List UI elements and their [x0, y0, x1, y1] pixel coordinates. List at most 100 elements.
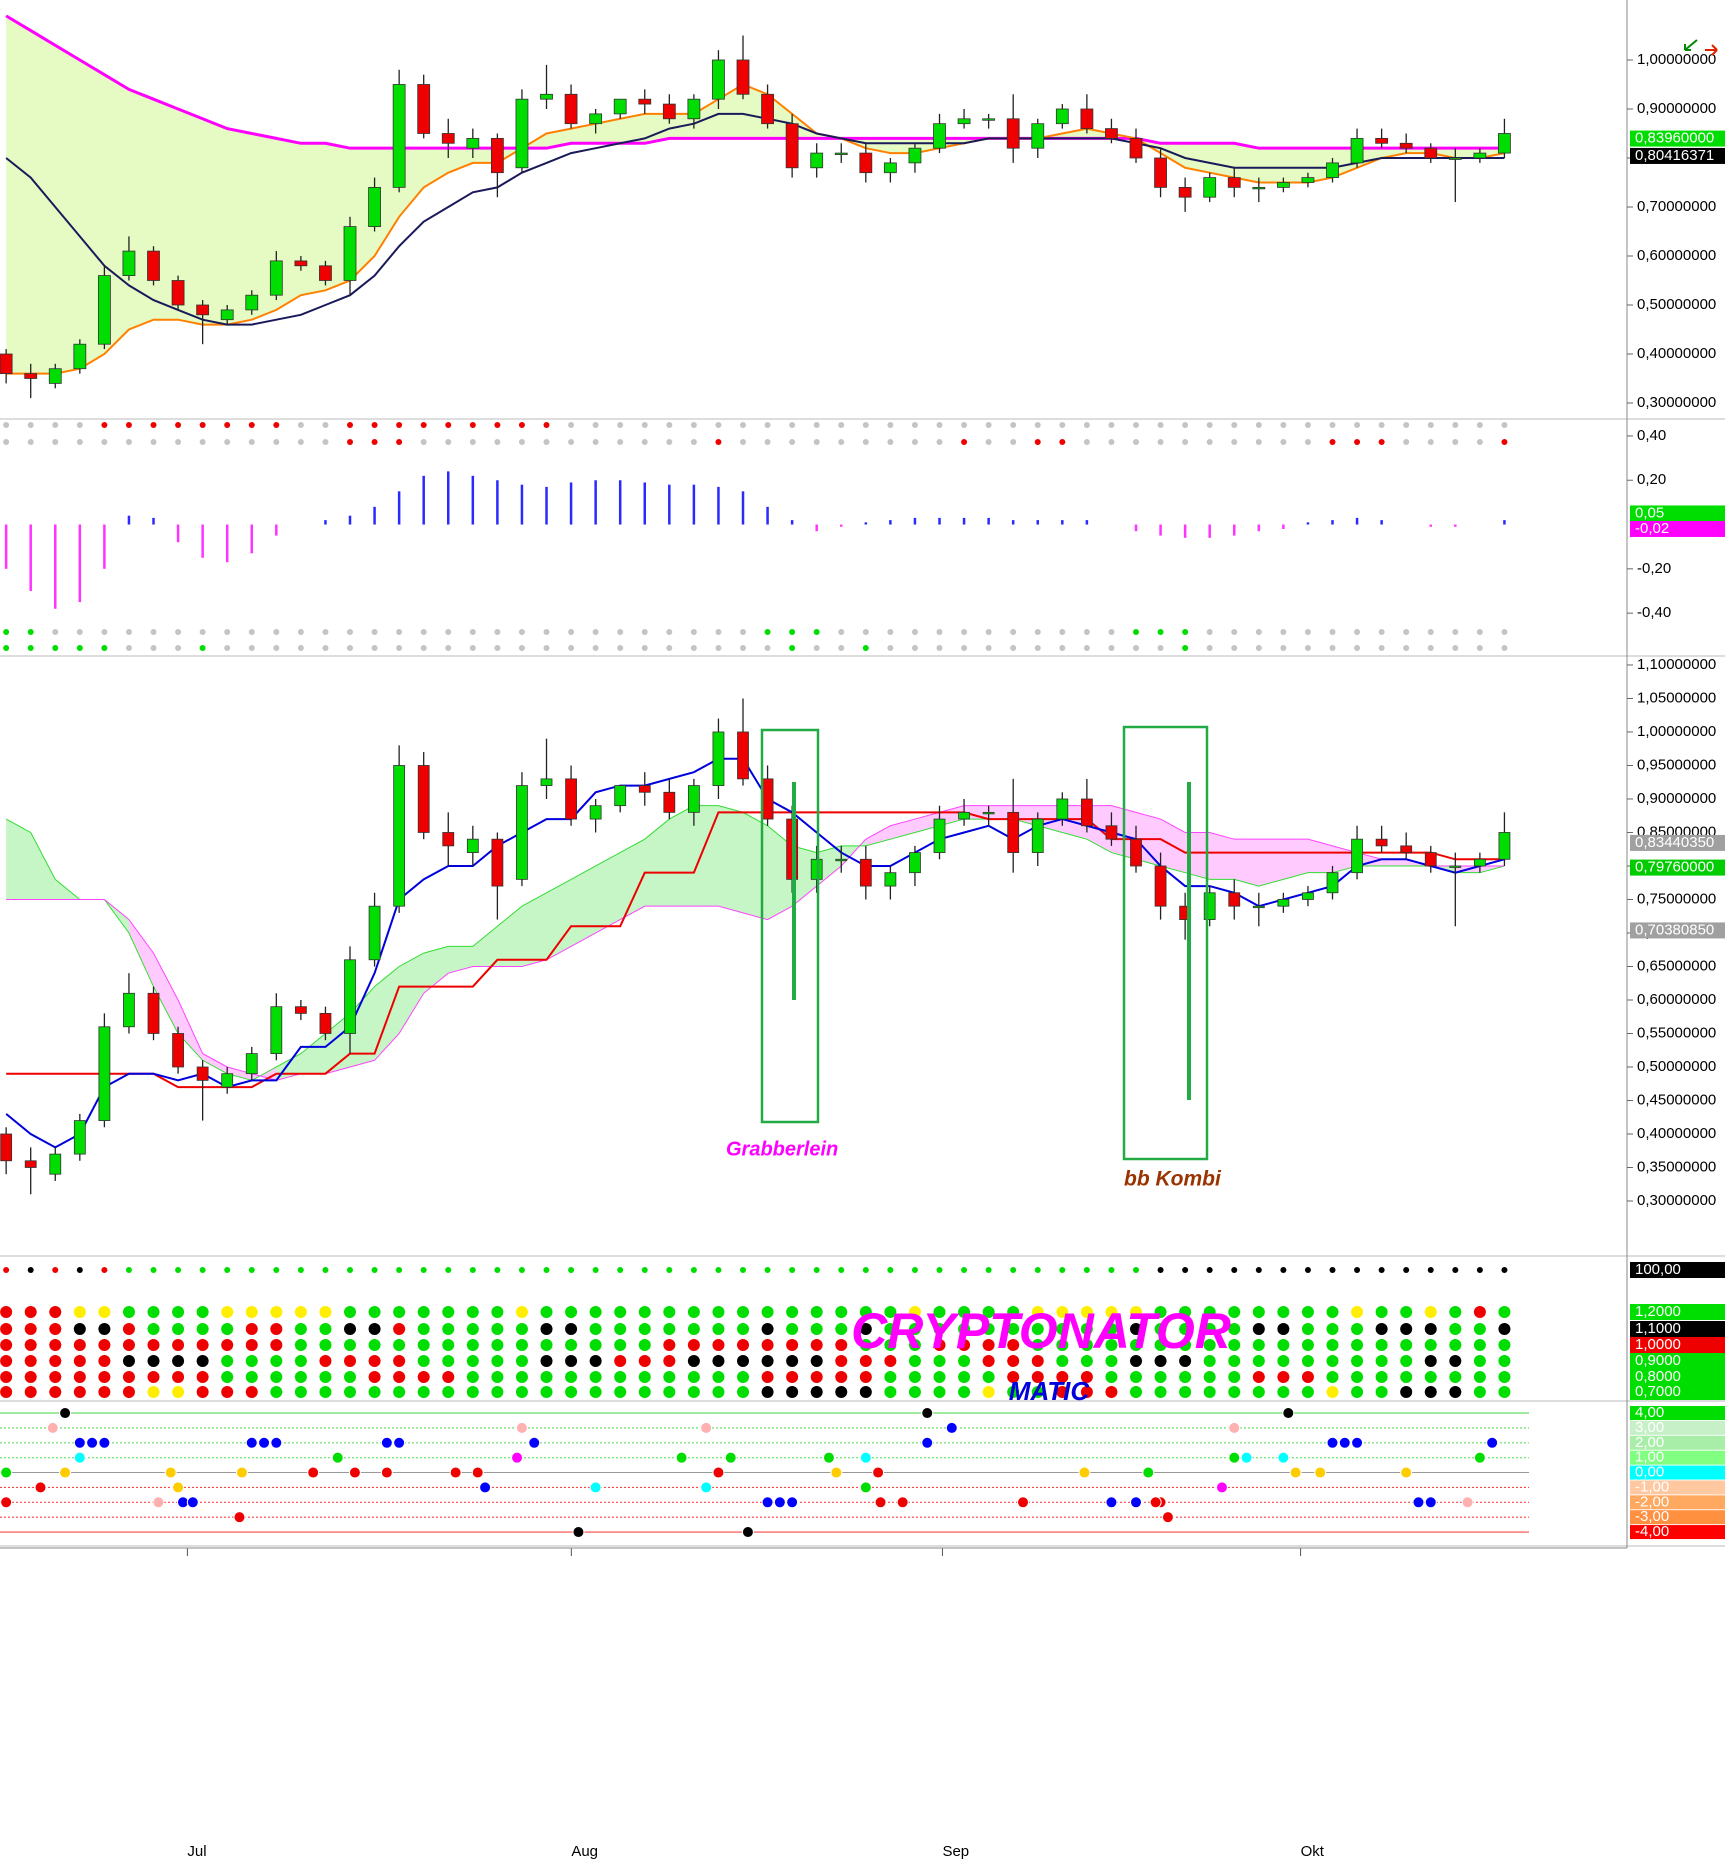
candle-body	[1424, 147, 1438, 159]
state-dot	[24, 1386, 37, 1398]
candle-body	[1399, 142, 1413, 149]
state-dot	[764, 439, 771, 445]
state-dot	[147, 1386, 160, 1398]
y-tick-label: 0,30000000	[1637, 1192, 1716, 1209]
state-dot	[1304, 629, 1311, 635]
candle-body	[737, 731, 749, 780]
candle-body	[442, 832, 455, 847]
y-tick-label: 0,30000000	[1637, 394, 1716, 411]
state-dot	[617, 439, 624, 445]
state-dot	[887, 629, 894, 635]
state-dot	[737, 1371, 750, 1383]
state-dot	[884, 1371, 897, 1383]
state-dot	[614, 1323, 627, 1335]
candle-body	[1424, 852, 1437, 867]
scatter-point	[1105, 1496, 1118, 1509]
state-dot	[1351, 1355, 1364, 1367]
state-dot	[1452, 645, 1459, 651]
y-tick-label: 0,8000	[1635, 1368, 1681, 1385]
cloud-segment	[178, 999, 203, 1061]
state-dot	[712, 1371, 725, 1383]
state-dot	[1007, 1339, 1020, 1351]
scatter-point	[73, 1436, 86, 1449]
state-dot	[393, 1386, 406, 1398]
candle-body	[1031, 123, 1045, 149]
state-dot	[52, 439, 59, 445]
y-tick-label: 0,50000000	[1637, 296, 1716, 313]
state-dot	[1326, 1355, 1339, 1367]
candle-body	[1203, 892, 1216, 920]
state-dot	[1427, 629, 1434, 635]
state-dot	[813, 1267, 820, 1273]
state-dot	[1034, 629, 1041, 635]
state-dot	[1130, 1386, 1143, 1398]
scatter-point	[449, 1466, 462, 1479]
state-dot	[1378, 645, 1385, 651]
state-dot	[491, 1323, 504, 1335]
scatter-point	[1161, 1511, 1174, 1524]
y-tick-label: 100,00	[1635, 1261, 1681, 1278]
toolbar-icon[interactable]	[1684, 39, 1718, 56]
state-dot	[76, 1267, 83, 1273]
state-dot	[568, 645, 575, 651]
state-dot	[666, 422, 673, 428]
state-dot	[715, 439, 722, 445]
state-dot	[172, 1306, 185, 1318]
state-dot	[1080, 1306, 1093, 1318]
state-dot	[319, 1339, 332, 1351]
state-dot	[1326, 1306, 1339, 1318]
candle-body	[171, 280, 185, 306]
state-dot	[859, 1323, 872, 1335]
state-dot	[24, 1306, 37, 1318]
state-dot	[663, 1306, 676, 1318]
y-tick-label: 1,00	[1635, 1449, 1664, 1466]
y-tick-tag	[1630, 1321, 1725, 1337]
state-dot	[73, 1339, 86, 1351]
state-dot	[175, 629, 182, 635]
state-dot	[248, 439, 255, 445]
state-dot	[687, 1355, 700, 1367]
state-dot	[1403, 439, 1410, 445]
state-dot	[835, 1355, 848, 1367]
candle-body	[490, 137, 504, 174]
ribbon-band	[6, 15, 1505, 374]
candle-body	[73, 1120, 86, 1155]
state-dot	[76, 645, 83, 651]
state-dot	[589, 1355, 602, 1367]
state-dot	[1304, 422, 1311, 428]
state-dot	[199, 422, 206, 428]
state-dot	[764, 645, 771, 651]
state-dot	[1157, 645, 1164, 651]
state-dot	[908, 1355, 921, 1367]
state-dot	[958, 1386, 971, 1398]
y-tick-label: 0,9000	[1635, 1352, 1681, 1369]
state-dot	[248, 422, 255, 428]
highlight-box	[1122, 725, 1209, 1161]
state-dot	[982, 1323, 995, 1335]
state-dot	[737, 1306, 750, 1318]
state-dot	[810, 1355, 823, 1367]
state-dot	[961, 645, 968, 651]
state-dot	[1056, 1386, 1069, 1398]
candle-body	[245, 294, 259, 311]
state-dot	[540, 1339, 553, 1351]
cloud-segment	[792, 845, 817, 907]
state-dot	[196, 1306, 209, 1318]
value-tag-label: 0,70380850	[1635, 921, 1714, 938]
state-dot	[838, 422, 845, 428]
cloud-segment	[546, 879, 572, 960]
state-dot	[1108, 645, 1115, 651]
state-dot	[1179, 1355, 1192, 1367]
state-dot	[1403, 645, 1410, 651]
state-dot	[221, 1323, 234, 1335]
state-dot	[371, 629, 378, 635]
cloud-segment	[1381, 859, 1407, 866]
state-dot	[1182, 645, 1189, 651]
candle-body	[933, 818, 946, 853]
state-dot	[199, 1267, 206, 1273]
state-dot	[786, 1323, 799, 1335]
state-dot	[196, 1339, 209, 1351]
state-dot	[911, 422, 918, 428]
state-dot	[73, 1386, 86, 1398]
state-dot	[221, 1339, 234, 1351]
